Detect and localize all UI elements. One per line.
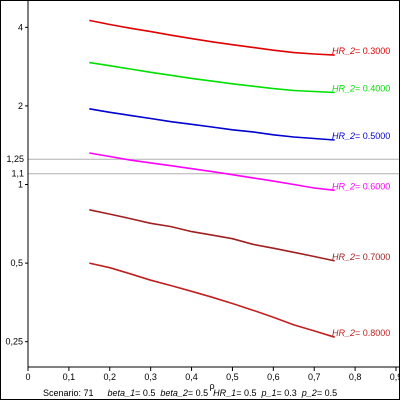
param-value: = 0.5 <box>317 388 337 398</box>
series-label-name: HR_2 <box>332 131 355 141</box>
x-tick-label: 0,3 <box>144 372 157 382</box>
series-label-value: = 0.5000 <box>355 131 390 141</box>
series-line-0 <box>89 19 335 56</box>
series-line-4 <box>89 209 335 262</box>
series-label-value: = 0.3000 <box>355 46 390 56</box>
x-tick-label: 0,8 <box>349 372 362 382</box>
series-line-5 <box>89 262 335 338</box>
series-label-value: = 0.8000 <box>355 328 390 338</box>
series-label-name: HR_2 <box>332 181 355 191</box>
axes: 0 0,1 0,2 0,3 0,4 0,5 0,6 0,7 0,8 0,9 4 2 1 0,5 0,25 <box>5 0 400 382</box>
series-label-name: HR_2 <box>332 328 355 338</box>
series-label-name: HR_2 <box>332 84 355 94</box>
param-name: p_1 <box>260 388 276 398</box>
x-tick-label: 0,1 <box>63 372 76 382</box>
x-axis-label: ρ <box>209 381 214 391</box>
series-line-2 <box>89 108 335 141</box>
param-name: HR_1 <box>213 388 236 398</box>
y-tick-label: 0,25 <box>5 337 23 347</box>
series-label-4: HR_2= 0.7000 <box>332 252 390 262</box>
param-name: beta_2 <box>160 388 188 398</box>
x-tick-label: 0,5 <box>226 372 239 382</box>
param-name: beta_1 <box>108 388 136 398</box>
reference-lines: 1,25 1,1 <box>6 154 399 179</box>
series-label-5: HR_2= 0.8000 <box>332 328 390 338</box>
series-lines <box>89 19 335 338</box>
y-tick-label: 2 <box>18 101 23 111</box>
param-value: = 0.5 <box>135 388 155 398</box>
param-value: = 0.3 <box>277 388 297 398</box>
y-tick-label: 0,5 <box>10 258 23 268</box>
scenario-label: Scenario: 71 <box>43 388 94 398</box>
series-label-value: = 0.4000 <box>355 84 390 94</box>
series-line-3 <box>89 152 335 192</box>
series-label-3: HR_2= 0.6000 <box>332 181 390 191</box>
reference-line-label: 1,1 <box>11 169 24 179</box>
x-tick-label: 0,4 <box>185 372 198 382</box>
footer-text: Scenario: 71 beta_1= 0.5 beta_2= 0.5 HR_1= … <box>43 388 337 398</box>
series-label-2: HR_2= 0.5000 <box>332 131 390 141</box>
series-label-value: = 0.6000 <box>355 181 390 191</box>
param-value: = 0.5 <box>236 388 256 398</box>
y-tick-label: 1 <box>18 180 23 190</box>
param-value: = 0.5 <box>188 388 208 398</box>
x-tick-label: 0,6 <box>267 372 280 382</box>
x-tick-label: 0,7 <box>308 372 321 382</box>
x-tick-label: 0,2 <box>104 372 117 382</box>
series-label-value: = 0.7000 <box>355 252 390 262</box>
series-label-name: HR_2 <box>332 252 355 262</box>
reference-line-label: 1,25 <box>6 154 24 164</box>
param-name: p_2 <box>301 388 317 398</box>
footer: Scenario: 71 beta_1= 0.5 beta_2= 0.5 HR_1= … <box>43 388 337 398</box>
y-tick-label: 4 <box>18 22 23 32</box>
series-line-1 <box>89 61 335 94</box>
series-label-0: HR_2= 0.3000 <box>332 46 390 56</box>
x-tick-label: 0 <box>25 372 30 382</box>
series-label-1: HR_2= 0.4000 <box>332 84 390 94</box>
series-label-name: HR_2 <box>332 46 355 56</box>
x-tick-label: 0,9 <box>390 372 400 382</box>
